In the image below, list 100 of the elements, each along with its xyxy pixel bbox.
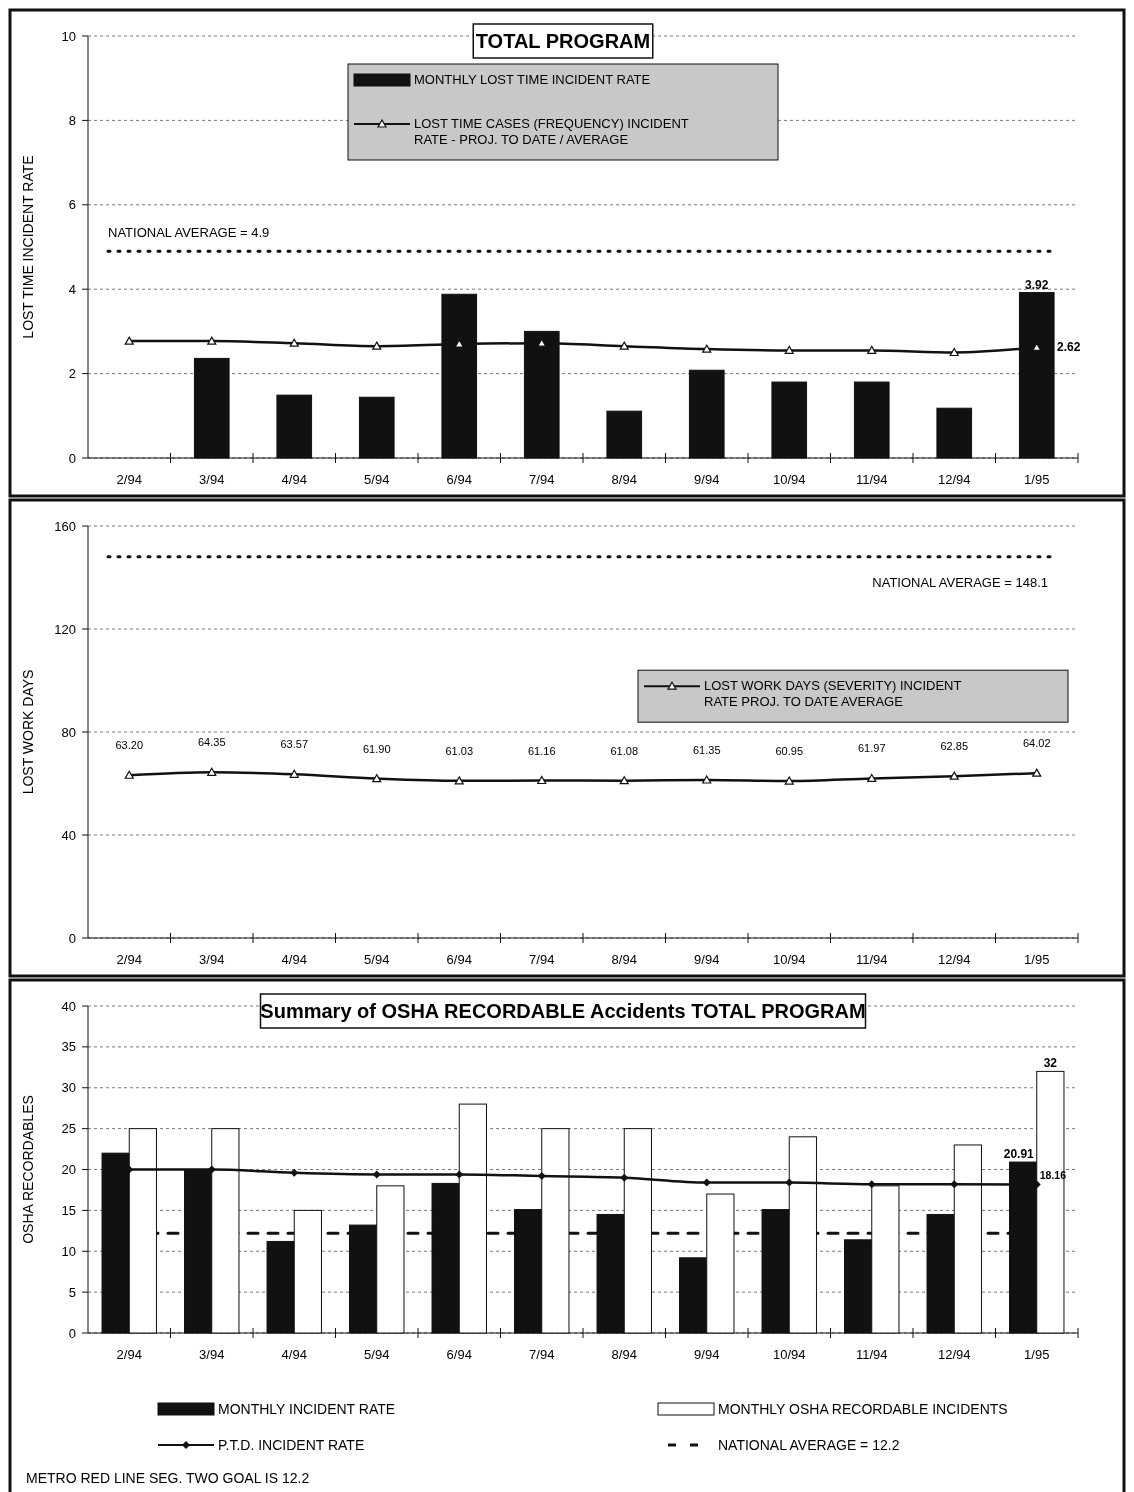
x-tick-label: 12/94: [937, 1347, 971, 1362]
x-tick-label: 2/94: [116, 952, 142, 967]
legend-label: P.T.D. INCIDENT RATE: [218, 1437, 365, 1453]
legend-label: LOST WORK DAYS (SEVERITY) INCIDENT RATE PROJ. TO DATE AVERAGE: [704, 678, 962, 710]
legend-label: MONTHLY INCIDENT RATE: [218, 1401, 396, 1417]
data-label: 2.62: [1057, 340, 1081, 355]
point: [372, 341, 382, 350]
y-tick-label: 120: [54, 621, 76, 637]
data-label: 18.16: [1039, 1168, 1067, 1181]
x-tick-label: 3/94: [199, 1347, 225, 1362]
data-label: 61.97: [857, 742, 886, 755]
x-tick-label: 4/94: [281, 1347, 307, 1362]
x-tick-label: 1/95: [1024, 1347, 1050, 1362]
data-label: 3.92: [1025, 277, 1049, 292]
y-tick-label: 5: [68, 1284, 76, 1300]
x-tick-label: 11/94: [855, 952, 888, 967]
data-label: 61.03: [445, 744, 474, 757]
x-tick-label: 9/94: [694, 1347, 720, 1362]
x-tick-label: 8/94: [611, 472, 637, 487]
point: [537, 1172, 546, 1181]
data-label: 61.90: [362, 742, 391, 755]
point: [784, 345, 794, 354]
data-label: 64.02: [1022, 737, 1051, 750]
x-tick-label: 5/94: [364, 472, 390, 487]
point: [289, 338, 299, 347]
point: [207, 336, 217, 345]
point: [949, 347, 959, 357]
point: [702, 1178, 711, 1187]
x-tick-label: 1/95: [1024, 472, 1050, 487]
y-tick-label: 2: [68, 366, 76, 382]
y-tick-label: 40: [61, 827, 76, 843]
point: [619, 341, 629, 350]
x-tick-label: 5/94: [364, 1347, 390, 1362]
x-tick-label: 2/94: [116, 472, 142, 487]
y-tick-label: 20: [61, 1162, 76, 1178]
point: [455, 1170, 464, 1179]
point: [702, 344, 712, 353]
x-tick-label: 9/94: [694, 952, 720, 967]
data-label: 63.20: [115, 739, 144, 752]
point: [867, 345, 877, 354]
x-tick-label: 7/94: [529, 472, 555, 487]
point: [620, 1173, 629, 1182]
point: [207, 1165, 216, 1174]
y-tick-label: 10: [61, 1243, 76, 1259]
legend-label: MONTHLY LOST TIME INCIDENT RATE: [414, 72, 651, 87]
data-label: 64.35: [197, 736, 226, 749]
x-tick-label: 5/94: [364, 952, 390, 967]
x-tick-label: 10/94: [772, 1347, 806, 1362]
legend-label: MONTHLY OSHA RECORDABLE INCIDENTS: [718, 1401, 1008, 1417]
y-axis-title: OSHA RECORDABLES: [20, 1095, 36, 1244]
point: [785, 1178, 794, 1187]
x-tick-label: 12/94: [937, 952, 971, 967]
x-tick-label: 10/94: [772, 472, 806, 487]
x-tick-label: 9/94: [694, 472, 720, 487]
y-tick-label: 30: [61, 1080, 76, 1096]
y-tick-label: 6: [68, 197, 76, 213]
x-tick-label: 6/94: [446, 952, 472, 967]
x-tick-label: 2/94: [116, 1347, 142, 1362]
data-label: 20.91: [1003, 1147, 1035, 1162]
chart-title: Summary of OSHA RECORDABLE Accidents TOTAL PROGRAM: [260, 1000, 866, 1022]
x-tick-label: 6/94: [446, 1347, 472, 1362]
x-tick-label: 11/94: [855, 1347, 888, 1362]
x-tick-label: 11/94: [855, 472, 888, 487]
text: METRO RED LINE SEG. TWO GOAL IS 12.2: [26, 1470, 310, 1486]
point: [290, 1168, 299, 1177]
legend-label: LOST TIME CASES (FREQUENCY) INCIDENT RATE - PROJ. TO DATE / AVERAGE: [414, 116, 689, 147]
data-label: 60.95: [775, 745, 804, 758]
y-tick-label: 8: [68, 112, 76, 128]
x-tick-label: 4/94: [281, 952, 307, 967]
y-axis-title: LOST WORK DAYS: [20, 669, 36, 795]
data-label: 32: [1043, 1056, 1058, 1071]
x-tick-label: 7/94: [529, 1347, 555, 1362]
y-tick-label: 0: [68, 930, 76, 946]
y-tick-label: 40: [61, 998, 76, 1014]
data-label: 62.85: [940, 740, 969, 753]
x-tick-label: 3/94: [199, 952, 225, 967]
x-tick-label: 12/94: [937, 472, 971, 487]
y-tick-label: 35: [61, 1039, 76, 1055]
x-tick-label: 8/94: [611, 952, 637, 967]
point: [372, 1170, 381, 1179]
y-axis-title: LOST TIME INCIDENT RATE: [20, 155, 36, 339]
y-tick-label: 0: [68, 450, 76, 466]
x-tick-label: 4/94: [281, 472, 307, 487]
y-tick-label: 25: [61, 1121, 76, 1137]
ref-line-label: NATIONAL AVERAGE = 4.9: [108, 225, 270, 241]
chart-title: TOTAL PROGRAM: [475, 30, 651, 52]
x-tick-label: 7/94: [529, 952, 555, 967]
point: [124, 336, 134, 345]
data-label: 63.57: [280, 738, 309, 751]
y-tick-label: 10: [61, 28, 76, 44]
x-tick-label: 8/94: [611, 1347, 637, 1362]
ref-line-label: NATIONAL AVERAGE = 148.1: [872, 574, 1048, 590]
data-label: 61.08: [610, 744, 639, 757]
data-label: 61.16: [527, 744, 556, 757]
x-tick-label: 10/94: [772, 952, 806, 967]
x-tick-label: 3/94: [199, 472, 225, 487]
x-tick-label: 6/94: [446, 472, 472, 487]
y-tick-label: 15: [61, 1202, 76, 1218]
y-tick-label: 0: [68, 1325, 76, 1341]
point: [867, 1180, 876, 1189]
